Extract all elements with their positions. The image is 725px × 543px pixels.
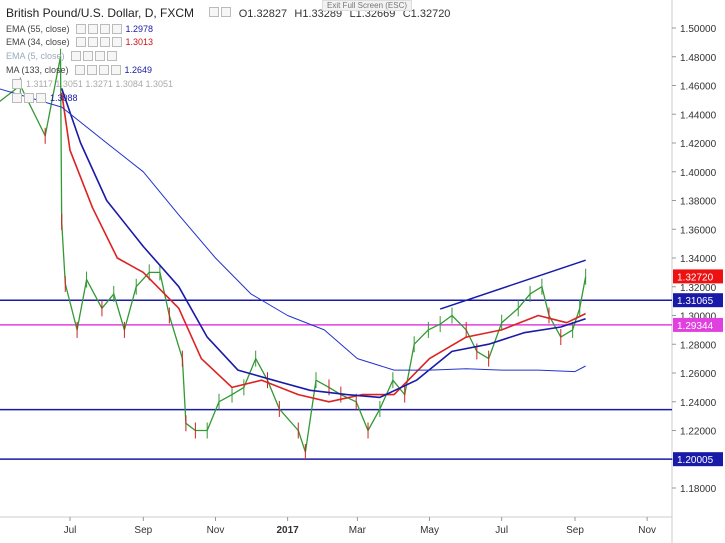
exit-fullscreen-button[interactable]: Exit Full Screen (ESC) (322, 0, 413, 11)
indicator-value: 1.2649 (124, 65, 153, 75)
level-price-label: 1.29344 (677, 321, 714, 332)
current-price-label: 1.32720 (677, 272, 714, 283)
indicator-row[interactable]: 1.3088 (6, 93, 78, 103)
series-line-ma-133-close (0, 88, 586, 373)
level-price-label: 1.20005 (677, 455, 714, 466)
x-tick-label: 2017 (276, 525, 299, 536)
indicator-controls[interactable] (10, 79, 22, 89)
y-tick-label: 1.28000 (680, 340, 717, 351)
resistance-trendline (439, 259, 586, 310)
x-tick-label: Jul (64, 525, 77, 536)
y-tick-label: 1.42000 (680, 139, 717, 150)
symbol-title: British Pound/U.S. Dollar, D, FXCM (6, 6, 195, 20)
indicator-controls[interactable] (73, 65, 121, 75)
indicator-label: EMA (5, close) (6, 51, 65, 61)
close-value: C1.32720 (402, 8, 451, 20)
indicator-row[interactable]: 1.3117 1.3051 1.3271 1.3084 1.3051 (6, 79, 173, 89)
x-tick-label: Sep (566, 525, 584, 536)
y-tick-label: 1.24000 (680, 398, 717, 409)
y-tick-label: 1.34000 (680, 254, 717, 265)
x-tick-label: Mar (349, 525, 367, 536)
y-tick-label: 1.22000 (680, 427, 717, 438)
x-tick-label: May (420, 525, 439, 536)
y-tick-label: 1.30000 (680, 312, 717, 323)
indicator-label: EMA (55, close) (6, 24, 70, 34)
indicator-label: EMA (34, close) (6, 37, 70, 47)
indicator-row[interactable]: MA (133, close) 1.2649 (6, 65, 152, 75)
y-tick-label: 1.40000 (680, 168, 717, 179)
indicator-controls[interactable] (69, 51, 117, 61)
indicator-value: 1.3117 1.3051 1.3271 1.3084 1.3051 (26, 79, 173, 89)
indicator-value: 1.3088 (50, 93, 78, 103)
y-tick-label: 1.38000 (680, 197, 717, 208)
x-tick-label: Jul (495, 525, 508, 536)
indicator-row[interactable]: EMA (55, close) 1.2978 (6, 24, 153, 34)
indicator-controls[interactable] (74, 24, 122, 34)
indicator-row[interactable]: EMA (5, close) (6, 51, 117, 61)
level-price-label: 1.31065 (677, 296, 714, 307)
y-tick-label: 1.26000 (680, 369, 717, 380)
y-tick-label: 1.36000 (680, 225, 717, 236)
indicator-value: 1.3013 (125, 37, 154, 47)
y-tick-label: 1.32000 (680, 283, 717, 294)
indicator-value: 1.2978 (125, 24, 154, 34)
level-price-tag (673, 317, 723, 332)
level-price-tag (673, 452, 723, 467)
x-tick-label: Sep (134, 525, 152, 536)
x-tick-label: Nov (638, 525, 656, 536)
y-tick-label: 1.18000 (680, 484, 717, 495)
indicator-controls[interactable] (10, 93, 46, 103)
symbol-header: British Pound/U.S. Dollar, D, FXCM O1.32… (6, 6, 450, 20)
y-tick-label: 1.50000 (680, 24, 717, 35)
header-controls[interactable] (207, 7, 232, 17)
low-value: L1.32669 (349, 8, 396, 20)
current-price-tag (673, 269, 723, 284)
indicator-label: MA (133, close) (6, 65, 69, 75)
level-price-tag (673, 293, 723, 308)
x-tick-label: Nov (207, 525, 225, 536)
series-line-ema-34-close (60, 92, 586, 403)
series-line-ema-55-close (60, 88, 586, 399)
y-tick-label: 1.48000 (680, 53, 717, 64)
indicator-row[interactable]: EMA (34, close) 1.3013 (6, 37, 153, 47)
indicator-controls[interactable] (74, 37, 122, 47)
open-value: O1.32827 (238, 8, 288, 20)
y-tick-label: 1.44000 (680, 110, 717, 121)
y-tick-label: 1.46000 (680, 82, 717, 93)
high-value: H1.33289 (294, 8, 343, 20)
